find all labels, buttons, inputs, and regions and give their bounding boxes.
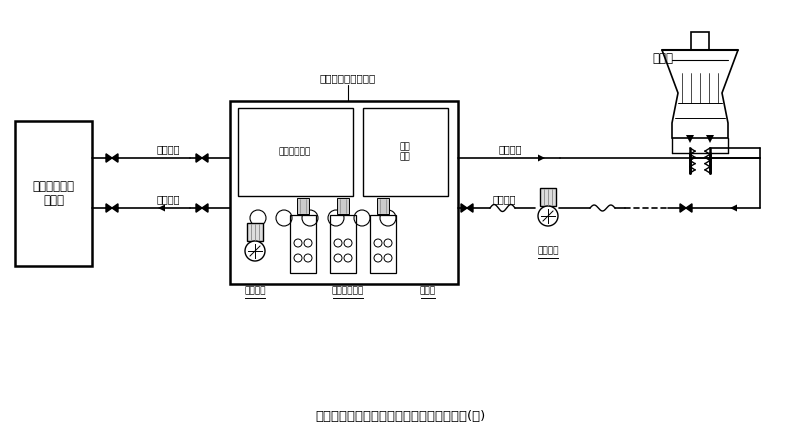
Text: 压缩机: 压缩机: [420, 286, 436, 295]
Text: 冷却塔: 冷却塔: [652, 51, 673, 65]
Bar: [540, 188, 556, 206]
Polygon shape: [158, 204, 165, 211]
Polygon shape: [461, 204, 467, 212]
Bar: [363, 108, 448, 196]
Polygon shape: [196, 154, 202, 162]
Polygon shape: [202, 154, 208, 162]
Text: 水箱式水冷式冷水机: 水箱式水冷式冷水机: [320, 73, 376, 83]
Bar: [691, 32, 709, 50]
Text: 壳管式冷凝器: 壳管式冷凝器: [332, 286, 364, 295]
Text: 水箱式蒸发器: 水箱式蒸发器: [279, 147, 311, 157]
Circle shape: [245, 241, 265, 261]
Polygon shape: [686, 204, 692, 212]
Bar: [370, 215, 396, 273]
Bar: [15, 121, 92, 266]
Polygon shape: [680, 204, 686, 212]
Bar: [337, 198, 349, 214]
Bar: [377, 198, 389, 214]
Polygon shape: [196, 204, 202, 212]
Bar: [290, 215, 316, 273]
Polygon shape: [706, 135, 714, 143]
Polygon shape: [112, 204, 118, 212]
Text: 车间换热设备、水冷式冷水机组连接示意图(四): 车间换热设备、水冷式冷水机组连接示意图(四): [315, 409, 485, 422]
Text: 车间换热设备
密闭型: 车间换热设备 密闭型: [33, 180, 74, 208]
Polygon shape: [662, 50, 738, 138]
Text: 冷冻水回: 冷冻水回: [156, 144, 180, 154]
Polygon shape: [730, 204, 737, 211]
Text: 冷却水泵: 冷却水泵: [538, 246, 558, 255]
Bar: [238, 108, 353, 196]
Bar: [230, 101, 458, 284]
Text: 冷却水入: 冷却水入: [492, 194, 516, 204]
Polygon shape: [538, 154, 545, 161]
Bar: [330, 215, 356, 273]
Text: 冷却水出: 冷却水出: [498, 144, 522, 154]
Bar: [247, 223, 263, 241]
Polygon shape: [467, 204, 473, 212]
Text: 冷冻水泵: 冷冻水泵: [244, 286, 266, 295]
Polygon shape: [686, 135, 694, 143]
Circle shape: [538, 206, 558, 226]
Polygon shape: [112, 154, 118, 162]
Polygon shape: [202, 204, 208, 212]
Polygon shape: [106, 204, 112, 212]
Text: 控制
电柜: 控制 电柜: [400, 142, 410, 162]
Polygon shape: [106, 154, 112, 162]
Bar: [297, 198, 309, 214]
Text: 冷冻水出: 冷冻水出: [156, 194, 180, 204]
